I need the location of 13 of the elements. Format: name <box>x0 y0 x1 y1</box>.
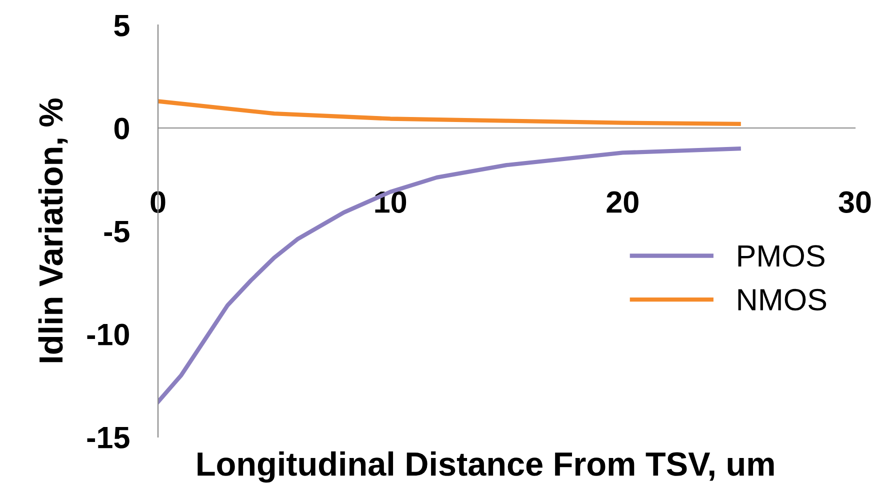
x-tick-label: 30 <box>838 191 871 213</box>
legend-label: NMOS <box>738 288 826 311</box>
y-tick-label: -10 <box>87 324 129 346</box>
x-axis-title: Longitudinal Distance From TSV, um <box>198 451 774 483</box>
x-tick-label: 0 <box>150 191 166 213</box>
line-series <box>158 99 741 126</box>
legend-label: PMOS <box>738 245 824 267</box>
y-tick-label: 0 <box>114 118 129 140</box>
y-tick-label: 5 <box>114 15 130 36</box>
y-axis-title: Idlin Variation, % <box>38 98 68 362</box>
y-tick-label: -15 <box>87 427 130 448</box>
y-tick-label: -5 <box>104 221 130 242</box>
x-tick-label: 20 <box>606 191 638 213</box>
